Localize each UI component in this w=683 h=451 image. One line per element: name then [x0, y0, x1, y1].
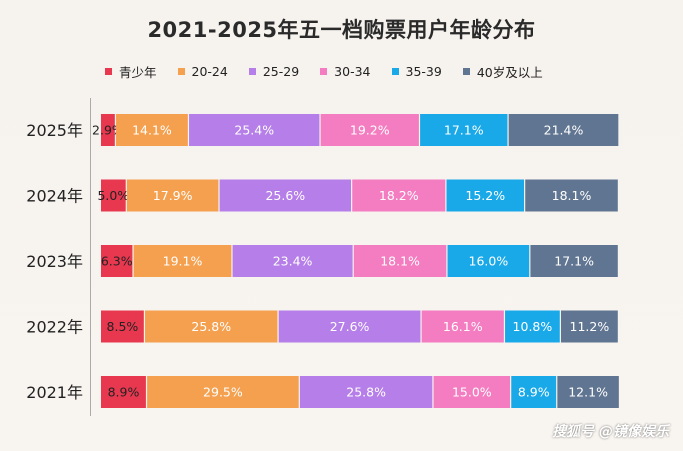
data-label: 21.4% [544, 123, 584, 138]
data-label: 14.1% [132, 123, 172, 138]
data-label: 8.9% [518, 385, 550, 400]
bar-segment [299, 376, 433, 408]
data-label: 17.1% [554, 254, 594, 269]
data-label: 6.3% [101, 254, 133, 269]
bar-segment [525, 179, 618, 212]
bar-segment [511, 376, 557, 408]
data-label: 17.9% [153, 188, 193, 203]
data-label: 10.8% [513, 319, 553, 334]
bar-segment [320, 114, 419, 146]
data-label: 16.0% [469, 254, 509, 269]
bar-segment [219, 179, 352, 212]
legend-item: 20-24 [177, 64, 228, 79]
data-label: 19.2% [350, 123, 390, 138]
bar-segment [147, 376, 299, 408]
legend-swatch [391, 68, 399, 75]
data-label: 8.5% [107, 319, 139, 334]
bar-segment [505, 310, 560, 343]
legend-label: 青少年 [119, 65, 157, 80]
bar-segment [133, 245, 232, 277]
stacked-bar-chart: 2.9% 14.1% 25.4% 19.2% 17.1% 21.4% 5.0% 17.9% 25… [92, 114, 619, 408]
category-tick-label: 2025年 [26, 121, 83, 140]
legend-label: 35-39 [405, 64, 442, 79]
legend-swatch [177, 68, 185, 75]
data-label: 18.1% [380, 254, 420, 269]
legend-label: 25-29 [262, 64, 300, 79]
bar-segment [232, 245, 353, 277]
data-label: 5.0% [97, 188, 129, 203]
bar-segment [126, 179, 219, 212]
data-label: 17.1% [444, 123, 484, 138]
bar-segment [446, 179, 525, 212]
legend-swatch [105, 68, 112, 75]
data-label: 16.1% [443, 319, 483, 334]
legend-item: 40岁及以上 [462, 62, 543, 81]
bar-segment [560, 310, 618, 343]
bar-segment [145, 310, 278, 343]
category-axis: 2025年 2024年 2023年 2022年 2021年 [26, 121, 83, 402]
chart-legend: 青少年 20-24 25-29 30-34 35-39 40岁及以上 [105, 62, 564, 81]
legend-item: 青少年 [105, 62, 157, 81]
bar-segment [420, 114, 508, 146]
plot-area: 2.9% 14.1% 25.4% 19.2% 17.1% 21.4% 5.0% 17.9% 25… [26, 98, 636, 416]
category-tick-label: 2024年 [26, 187, 83, 206]
data-label: 25.6% [265, 188, 305, 203]
bar-segment [189, 114, 320, 146]
category-tick-label: 2022年 [26, 318, 83, 337]
bar-segment [353, 245, 447, 277]
bar-segment [447, 245, 530, 277]
data-label: 15.0% [452, 385, 492, 400]
bar-segment [557, 376, 619, 408]
data-label: 15.2% [465, 188, 505, 203]
bar-segment [101, 310, 144, 343]
bar-segment [116, 114, 188, 146]
data-label: 25.4% [234, 123, 274, 138]
data-label: 18.1% [552, 188, 592, 203]
legend-swatch [320, 68, 328, 75]
bar-segment [421, 310, 504, 343]
data-label: 25.8% [191, 319, 231, 334]
data-label: 27.6% [330, 319, 370, 334]
legend-swatch [462, 68, 470, 75]
data-label: 19.1% [163, 254, 203, 269]
data-label: 23.4% [273, 254, 313, 269]
legend-swatch [248, 68, 256, 75]
data-label: 25.8% [346, 385, 386, 400]
legend-item: 30-34 [320, 64, 371, 79]
bar-segment [352, 179, 446, 212]
bar-segment [101, 245, 133, 277]
data-label: 2.9% [92, 123, 124, 138]
legend-label: 20-24 [191, 64, 228, 79]
bar-segment [530, 245, 618, 277]
bar-segment [101, 114, 115, 146]
watermark-text: 搜狐号 @镜像娱乐 [552, 424, 669, 440]
legend-item: 35-39 [391, 64, 442, 79]
data-label: 8.9% [108, 385, 140, 400]
data-label: 18.2% [379, 188, 419, 203]
data-label: 29.5% [203, 385, 243, 400]
bar-segment [508, 114, 619, 146]
category-tick-label: 2023年 [26, 252, 83, 271]
bar-segment [278, 310, 421, 343]
legend-label: 40岁及以上 [476, 65, 543, 80]
legend-label: 30-34 [334, 64, 371, 79]
chart-title: 2021-2025年五一档购票用户年龄分布 [147, 18, 536, 42]
data-label: 12.1% [568, 385, 608, 400]
bar-segment [101, 376, 146, 408]
category-tick-label: 2021年 [26, 383, 83, 402]
legend-item: 25-29 [248, 64, 300, 79]
data-label: 11.2% [570, 319, 610, 334]
bar-segment [433, 376, 511, 408]
bar-segment [101, 179, 126, 212]
